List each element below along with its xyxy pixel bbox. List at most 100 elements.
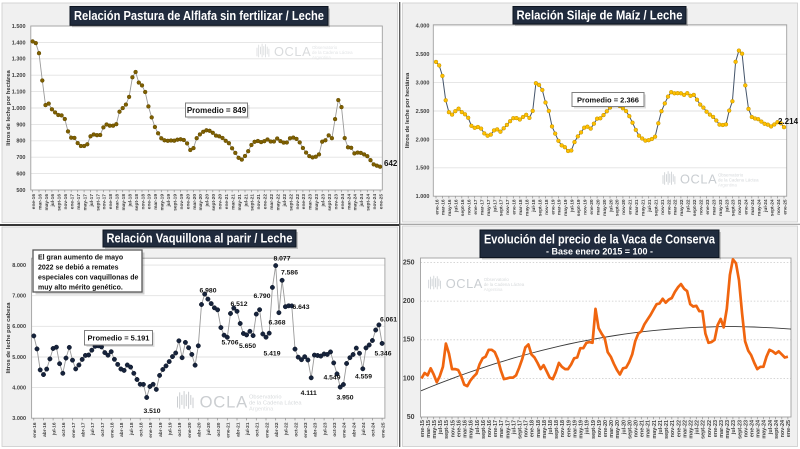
svg-text:nov-21: nov-21 — [670, 420, 676, 437]
svg-text:jul-23: jul-23 — [322, 422, 328, 436]
svg-text:Relación Silaje de Maíz / Lech: Relación Silaje de Maíz / Leche — [517, 9, 683, 23]
svg-text:1.400: 1.400 — [12, 40, 26, 46]
svg-text:jul-23: jul-23 — [724, 199, 730, 213]
svg-text:4.559: 4.559 — [355, 373, 372, 380]
svg-text:jul-21: jul-21 — [647, 199, 653, 213]
svg-text:ene-21: ene-21 — [226, 422, 232, 438]
svg-text:jul-22: jul-22 — [284, 422, 290, 436]
svg-text:mar-21: mar-21 — [230, 194, 236, 210]
svg-text:litros de leche por hectárea: litros de leche por hectárea — [6, 70, 12, 146]
svg-text:jul-19: jul-19 — [570, 199, 576, 213]
svg-text:may-24: may-24 — [762, 420, 768, 439]
svg-text:ene-17: ene-17 — [71, 422, 77, 438]
svg-text:Observatorio: Observatorio — [718, 173, 744, 178]
svg-text:sept-16: sept-16 — [460, 199, 466, 216]
svg-text:may-15: may-15 — [432, 420, 438, 439]
svg-text:Evolución del precio de la Vac: Evolución del precio de la Vaca de Conse… — [484, 232, 716, 247]
svg-text:abr-21: abr-21 — [235, 422, 241, 437]
svg-text:5.706: 5.706 — [221, 340, 238, 347]
svg-text:642: 642 — [384, 159, 398, 168]
svg-text:jul-22: jul-22 — [695, 420, 701, 435]
svg-text:jul-18: jul-18 — [127, 194, 133, 208]
svg-text:may-22: may-22 — [276, 194, 282, 211]
svg-text:5.000: 5.000 — [12, 355, 26, 361]
svg-text:ene-18: ene-18 — [110, 422, 116, 438]
svg-text:5.346: 5.346 — [374, 350, 391, 357]
svg-text:ene-22: ene-22 — [666, 199, 672, 215]
svg-text:nov-16: nov-16 — [467, 199, 473, 215]
svg-text:mar-24: mar-24 — [756, 420, 762, 438]
svg-text:may-16: may-16 — [44, 194, 50, 211]
svg-text:jul-21: jul-21 — [243, 194, 249, 208]
svg-text:OCLA: OCLA — [274, 44, 311, 59]
svg-text:ene-25: ene-25 — [380, 422, 386, 438]
svg-text:jul-16: jul-16 — [51, 422, 57, 436]
svg-text:ene-20: ene-20 — [589, 199, 595, 215]
svg-text:jul-20: jul-20 — [205, 194, 211, 208]
svg-text:may-18: may-18 — [525, 199, 531, 216]
svg-text:Argentina: Argentina — [718, 182, 737, 187]
svg-text:may-18: may-18 — [121, 194, 127, 211]
svg-text:jul-19: jul-19 — [168, 422, 174, 436]
svg-text:2.214: 2.214 — [778, 117, 799, 126]
svg-text:ene-25: ene-25 — [378, 194, 384, 210]
svg-text:sept-16: sept-16 — [57, 194, 63, 211]
svg-text:6.368: 6.368 — [268, 319, 285, 326]
svg-text:OCLA: OCLA — [446, 276, 483, 291]
svg-text:sept-24: sept-24 — [366, 194, 372, 211]
svg-text:nov-17: nov-17 — [524, 420, 530, 437]
svg-text:may-21: may-21 — [641, 199, 647, 216]
svg-text:Relación Pastura de Alflafa si: Relación Pastura de Alflafa sin fertiliz… — [74, 9, 324, 23]
svg-text:5.419: 5.419 — [263, 350, 280, 357]
svg-text:may-17: may-17 — [505, 420, 511, 439]
svg-text:jul-21: jul-21 — [245, 422, 251, 436]
svg-text:700: 700 — [16, 155, 25, 161]
svg-text:ene-17: ene-17 — [473, 199, 479, 215]
svg-text:ene-24: ene-24 — [342, 422, 348, 438]
svg-text:sept-21: sept-21 — [250, 194, 256, 211]
svg-text:6.061: 6.061 — [380, 316, 397, 323]
svg-text:nov-19: nov-19 — [179, 194, 185, 210]
svg-text:nov-16: nov-16 — [487, 420, 493, 437]
svg-text:3.000: 3.000 — [416, 81, 430, 87]
svg-text:Promedio = 2.366: Promedio = 2.366 — [577, 95, 639, 104]
svg-text:sept-24: sept-24 — [769, 199, 775, 216]
svg-text:4.000: 4.000 — [12, 386, 26, 392]
svg-text:Observatorio: Observatorio — [312, 45, 338, 50]
svg-text:ene-18: ene-18 — [530, 420, 536, 437]
svg-text:may-23: may-23 — [314, 194, 320, 211]
svg-text:may-18: may-18 — [542, 420, 548, 439]
svg-text:ene-20: ene-20 — [185, 194, 191, 210]
svg-text:de la Cadena Láctea: de la Cadena Láctea — [718, 178, 759, 183]
svg-text:abr-18: abr-18 — [119, 422, 125, 437]
svg-text:may-23: may-23 — [725, 420, 731, 439]
svg-text:sept-21: sept-21 — [664, 420, 670, 439]
svg-text:ene-23: ene-23 — [303, 422, 309, 438]
svg-text:ene-23: ene-23 — [713, 420, 719, 437]
svg-text:mar-20: mar-20 — [609, 420, 615, 438]
svg-text:7.586: 7.586 — [281, 269, 298, 276]
svg-text:abr-23: abr-23 — [313, 422, 319, 437]
svg-text:may-21: may-21 — [237, 194, 243, 211]
svg-text:may-20: may-20 — [615, 420, 621, 439]
svg-text:mar-20: mar-20 — [192, 194, 198, 210]
svg-text:sept-23: sept-23 — [737, 420, 743, 439]
svg-text:mar-23: mar-23 — [308, 194, 314, 210]
svg-text:jul-22: jul-22 — [282, 194, 288, 208]
svg-text:mar-18: mar-18 — [536, 420, 542, 438]
svg-text:nov-18: nov-18 — [140, 194, 146, 210]
svg-text:nov-19: nov-19 — [583, 199, 589, 215]
svg-text:1.000: 1.000 — [12, 106, 26, 112]
svg-text:oct-21: oct-21 — [255, 422, 261, 436]
svg-text:jul-22: jul-22 — [686, 199, 692, 213]
svg-text:mar-16: mar-16 — [37, 194, 43, 210]
svg-text:jul-24: jul-24 — [763, 199, 769, 213]
svg-text:nov-17: nov-17 — [505, 199, 511, 215]
svg-text:nov-15: nov-15 — [450, 420, 456, 437]
svg-text:abr-22: abr-22 — [274, 422, 280, 437]
svg-text:sept-19: sept-19 — [173, 194, 179, 211]
svg-text:nov-24: nov-24 — [776, 199, 782, 215]
svg-text:ene-25: ene-25 — [786, 420, 792, 437]
svg-text:ene-20: ene-20 — [603, 420, 609, 437]
svg-text:150: 150 — [403, 337, 415, 344]
